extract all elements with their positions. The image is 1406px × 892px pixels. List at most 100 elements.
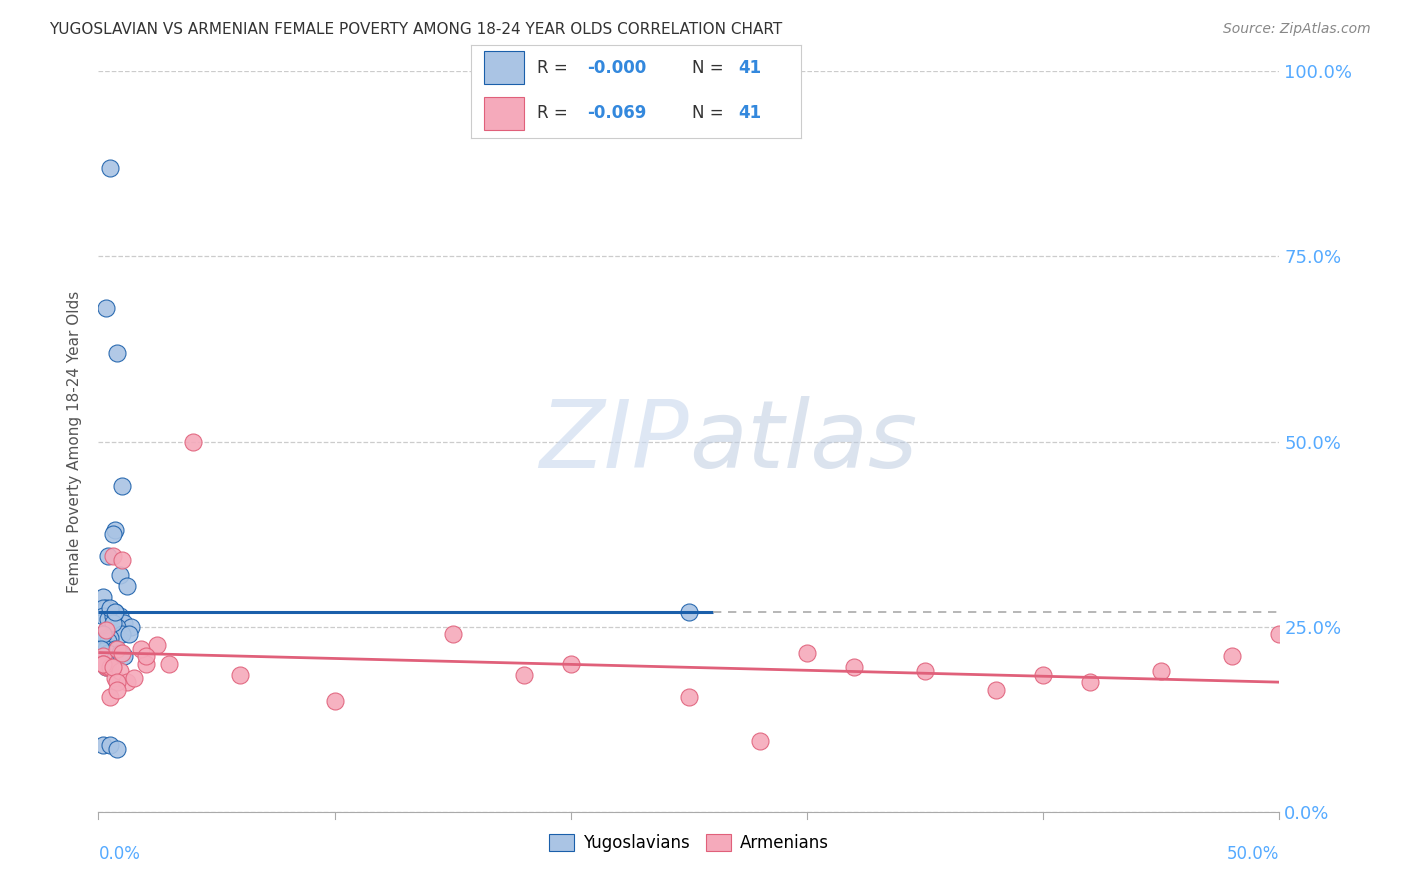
Point bbox=[105, 682, 128, 697]
Text: atlas: atlas bbox=[689, 396, 917, 487]
Point bbox=[135, 649, 157, 664]
Point bbox=[104, 605, 127, 619]
Point bbox=[121, 619, 143, 633]
Point bbox=[90, 641, 112, 656]
Point bbox=[98, 738, 121, 752]
Point bbox=[984, 682, 1007, 697]
Point bbox=[108, 646, 131, 660]
Point bbox=[105, 345, 128, 359]
Point bbox=[94, 631, 117, 645]
Point bbox=[1080, 675, 1102, 690]
Point bbox=[91, 590, 114, 604]
Point bbox=[914, 664, 936, 678]
Point bbox=[105, 619, 128, 633]
Point bbox=[91, 738, 114, 752]
Point bbox=[104, 672, 127, 686]
Text: -0.069: -0.069 bbox=[586, 104, 645, 122]
Point bbox=[1150, 664, 1173, 678]
Text: N =: N = bbox=[692, 59, 730, 77]
Point bbox=[111, 646, 134, 660]
Point bbox=[94, 624, 117, 638]
Point bbox=[91, 649, 114, 664]
Text: 41: 41 bbox=[738, 104, 762, 122]
Point bbox=[157, 657, 180, 671]
Point bbox=[98, 690, 121, 704]
Point bbox=[229, 667, 252, 681]
Text: 41: 41 bbox=[738, 59, 762, 77]
Text: -0.000: -0.000 bbox=[586, 59, 645, 77]
Point bbox=[181, 434, 204, 449]
Bar bbox=[484, 51, 524, 84]
Point bbox=[105, 741, 128, 756]
Point bbox=[104, 641, 127, 656]
Text: R =: R = bbox=[537, 59, 574, 77]
Point bbox=[91, 657, 114, 671]
Point bbox=[98, 601, 121, 615]
Point bbox=[111, 479, 134, 493]
Point bbox=[94, 660, 117, 674]
Point bbox=[129, 641, 152, 656]
Point bbox=[112, 615, 135, 630]
Point bbox=[108, 608, 131, 623]
Point bbox=[98, 660, 121, 674]
Text: Source: ZipAtlas.com: Source: ZipAtlas.com bbox=[1223, 22, 1371, 37]
Point bbox=[323, 694, 346, 708]
Point bbox=[108, 664, 131, 678]
Text: ZIP: ZIP bbox=[540, 396, 689, 487]
Point bbox=[97, 660, 120, 674]
Point bbox=[512, 667, 534, 681]
Point bbox=[678, 690, 700, 704]
Text: 0.0%: 0.0% bbox=[98, 845, 141, 863]
Point bbox=[678, 605, 700, 619]
Point bbox=[104, 605, 127, 619]
Point bbox=[91, 634, 114, 648]
Y-axis label: Female Poverty Among 18-24 Year Olds: Female Poverty Among 18-24 Year Olds bbox=[67, 291, 83, 592]
Point bbox=[97, 646, 120, 660]
Point bbox=[122, 672, 145, 686]
Point bbox=[94, 660, 117, 674]
Point bbox=[115, 675, 138, 690]
Point bbox=[135, 657, 157, 671]
Point bbox=[94, 601, 117, 615]
Text: R =: R = bbox=[537, 104, 574, 122]
Point bbox=[94, 641, 117, 656]
Point bbox=[97, 549, 120, 564]
Point bbox=[115, 579, 138, 593]
Point bbox=[111, 627, 134, 641]
Point bbox=[94, 301, 117, 316]
Point bbox=[91, 601, 114, 615]
Text: N =: N = bbox=[692, 104, 730, 122]
Point bbox=[101, 615, 124, 630]
Point bbox=[98, 631, 121, 645]
Point bbox=[1220, 649, 1243, 664]
Text: 50.0%: 50.0% bbox=[1227, 845, 1279, 863]
Point bbox=[101, 608, 124, 623]
Point bbox=[105, 641, 128, 656]
Point bbox=[441, 627, 464, 641]
Point bbox=[112, 649, 135, 664]
Point bbox=[560, 657, 582, 671]
Point bbox=[1032, 667, 1054, 681]
Point bbox=[101, 527, 124, 541]
Point bbox=[101, 660, 124, 674]
Point bbox=[105, 675, 128, 690]
Point bbox=[104, 524, 127, 538]
Point bbox=[91, 627, 114, 641]
Point bbox=[844, 660, 866, 674]
Point bbox=[91, 608, 114, 623]
Point bbox=[1268, 627, 1291, 641]
Point bbox=[108, 567, 131, 582]
Text: YUGOSLAVIAN VS ARMENIAN FEMALE POVERTY AMONG 18-24 YEAR OLDS CORRELATION CHART: YUGOSLAVIAN VS ARMENIAN FEMALE POVERTY A… bbox=[49, 22, 783, 37]
Point bbox=[98, 161, 121, 175]
Point bbox=[118, 627, 141, 641]
Point bbox=[97, 634, 120, 648]
Point bbox=[97, 612, 120, 626]
Legend: Yugoslavians, Armenians: Yugoslavians, Armenians bbox=[543, 828, 835, 859]
Point bbox=[111, 553, 134, 567]
Point bbox=[146, 638, 169, 652]
Point bbox=[748, 734, 770, 748]
Point bbox=[101, 549, 124, 564]
Point bbox=[91, 657, 114, 671]
Bar bbox=[484, 97, 524, 130]
Point bbox=[796, 646, 818, 660]
